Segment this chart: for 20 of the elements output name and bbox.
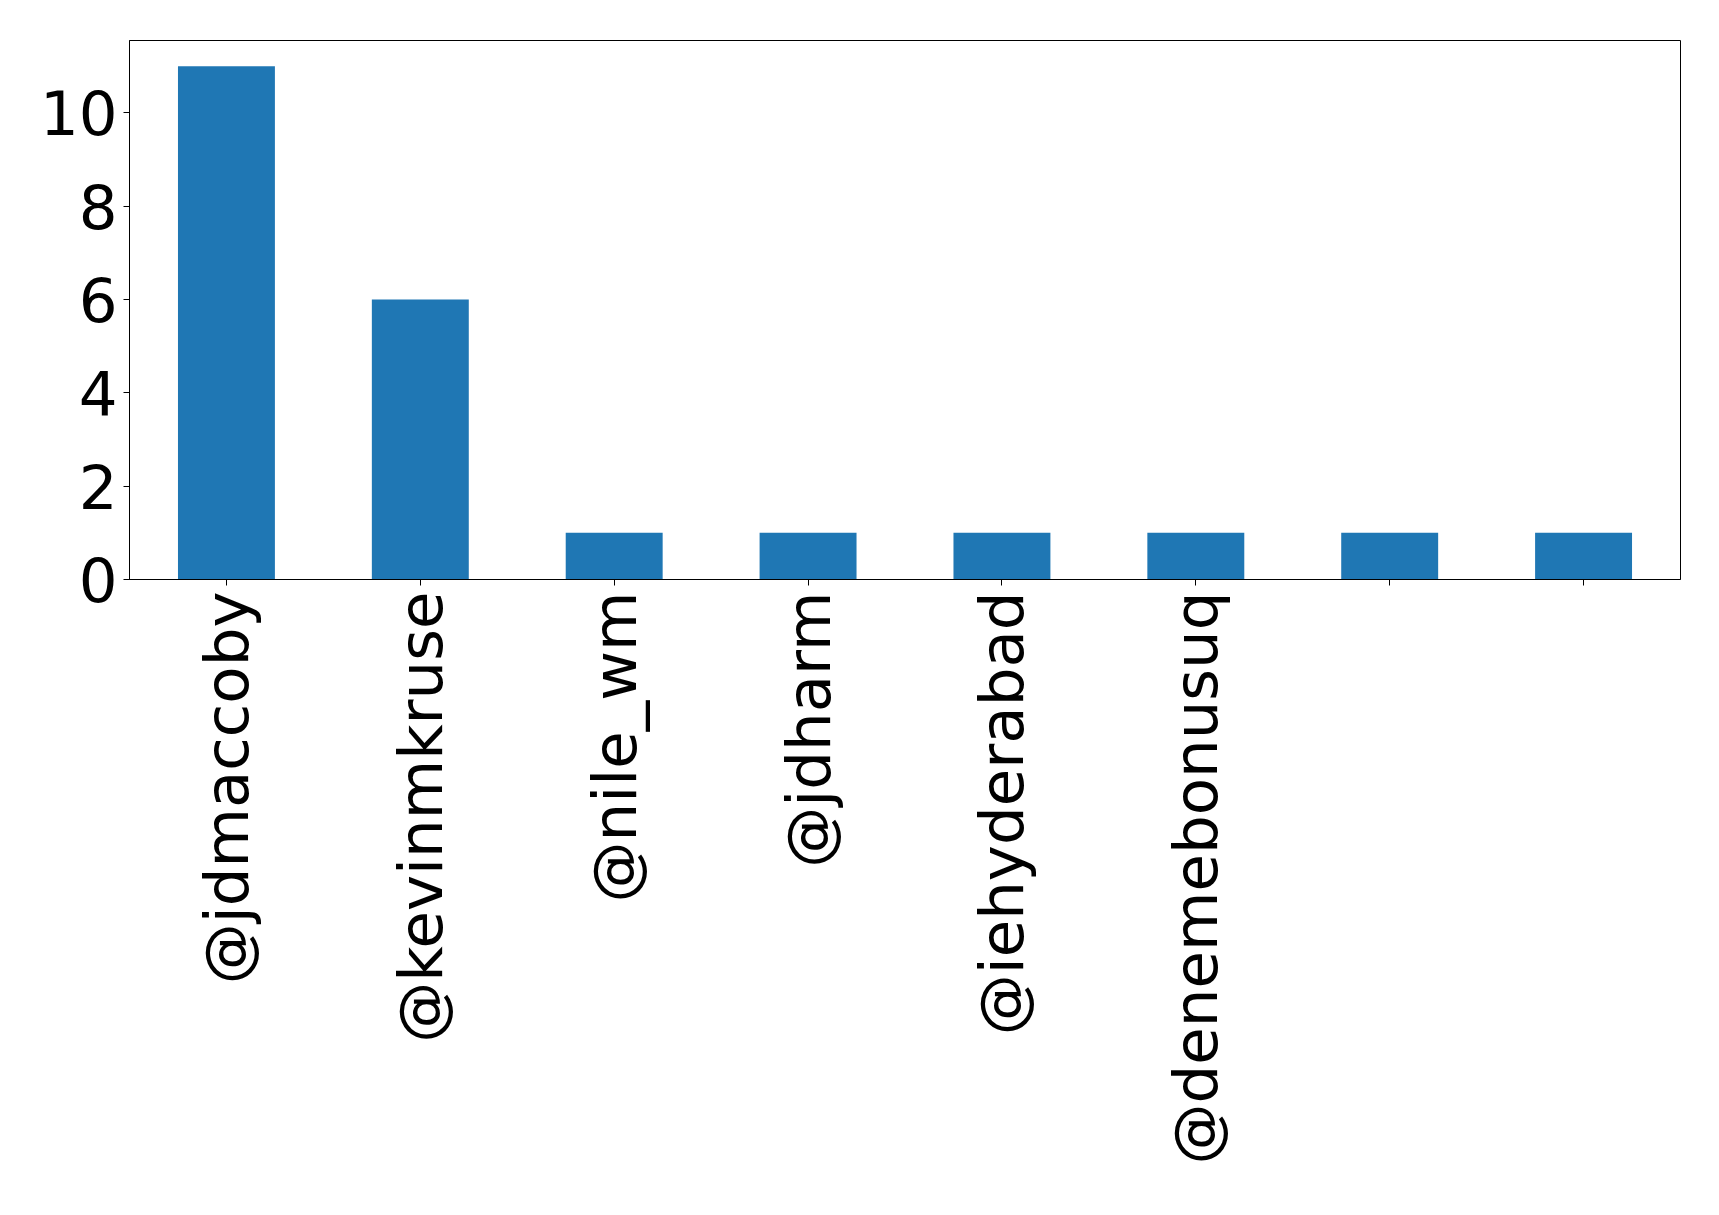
bar — [371, 299, 469, 580]
bar — [565, 532, 663, 580]
bar — [177, 66, 275, 580]
bar — [1535, 532, 1633, 580]
bar — [953, 532, 1051, 580]
y-tick-label: 10 — [39, 78, 118, 150]
x-tick-label: @denemebonusuq — [1160, 591, 1232, 1165]
x-tick-label: @iehyderabad — [966, 591, 1038, 1036]
y-tick-label: 4 — [78, 358, 118, 430]
bar — [759, 532, 857, 580]
y-tick-label: 6 — [78, 265, 118, 336]
x-tick-label: @kevinmkruse — [384, 591, 456, 1043]
x-tick-label: @jdmaccoby — [190, 591, 262, 985]
y-tick-label: 0 — [78, 545, 118, 616]
bar — [1341, 532, 1439, 580]
bar — [1147, 532, 1245, 580]
x-tick-label: @jdharm — [772, 591, 844, 868]
y-tick-label: 2 — [78, 451, 118, 523]
x-tick-label: @nile_wm — [578, 591, 650, 903]
y-tick-label: 8 — [78, 171, 118, 243]
